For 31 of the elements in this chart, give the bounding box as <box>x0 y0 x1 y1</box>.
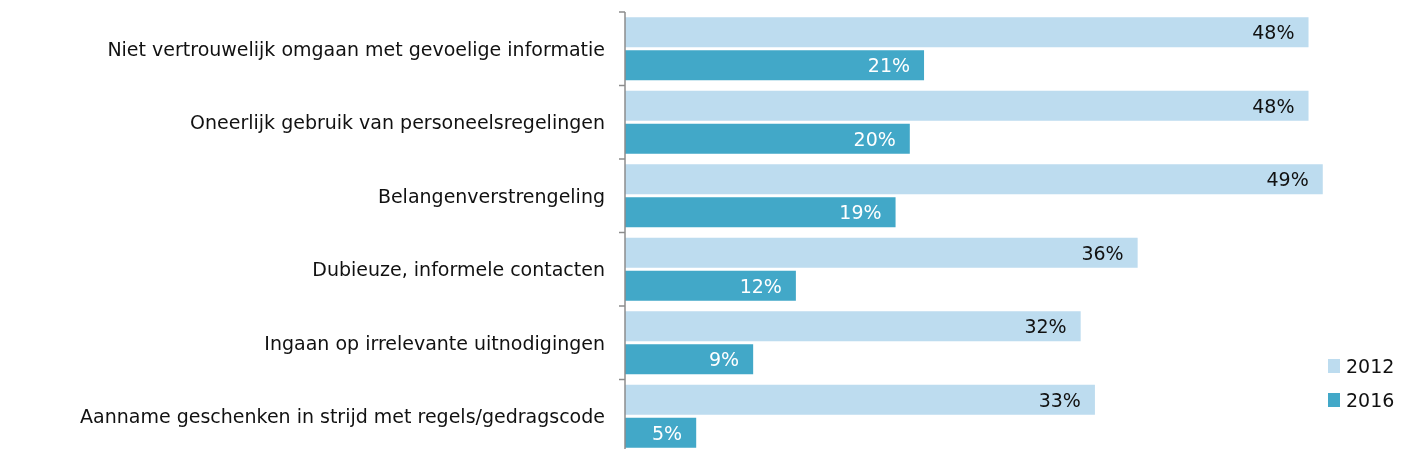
y-tick-label: Aanname geschenken in strijd met regels/gedragscode <box>80 405 605 428</box>
legend-label: 2012 <box>1346 354 1395 377</box>
bar <box>625 237 1138 268</box>
data-label: 32% <box>1024 315 1067 338</box>
data-label: 21% <box>867 54 911 77</box>
y-tick-label: Dubieuze, informele contacten <box>312 258 605 281</box>
bar <box>625 50 925 81</box>
y-tick-label: Ingaan op irrelevante uitnodigingen <box>264 331 605 354</box>
data-label: 9% <box>709 348 740 371</box>
data-label: 12% <box>739 274 782 297</box>
bar <box>625 17 1309 48</box>
data-label: 48% <box>1252 21 1295 44</box>
bar <box>625 344 754 375</box>
bar <box>625 270 796 301</box>
data-label: 49% <box>1266 168 1309 191</box>
y-tick-label: Oneerlijk gebruik van personeelsregelingen <box>190 111 605 134</box>
data-label: 36% <box>1081 241 1124 264</box>
bar <box>625 90 1309 121</box>
bar <box>625 311 1081 342</box>
y-tick-label: Niet vertrouwelijk omgaan met gevoelige informatie <box>107 37 605 60</box>
data-label: 5% <box>652 421 683 444</box>
bar <box>625 164 1323 195</box>
legend-label: 2016 <box>1346 388 1395 411</box>
y-tick-label: Belangenverstrengeling <box>377 184 605 207</box>
bar <box>625 123 910 154</box>
data-label: 48% <box>1252 94 1295 117</box>
data-label: 20% <box>853 127 896 150</box>
bar <box>625 197 896 228</box>
data-label: 33% <box>1038 388 1081 411</box>
data-label: 19% <box>839 201 882 224</box>
bar <box>625 384 1095 415</box>
